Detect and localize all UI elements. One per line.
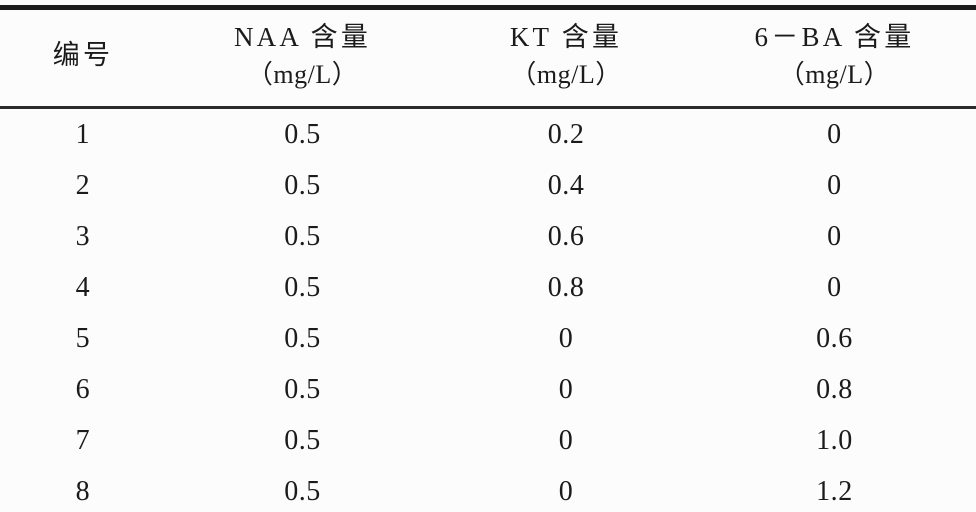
- table-row: 8 0.5 0 1.2: [0, 466, 976, 512]
- table-cell: 0: [827, 118, 842, 150]
- column-label: KT 含量: [509, 22, 623, 53]
- table-cell: 0: [558, 424, 574, 456]
- table-row: 7 0.5 0 1.0: [0, 415, 976, 466]
- table-cell: 4: [75, 271, 91, 303]
- table-header-row: 编号 NAA 含量 （mg/L） KT 含量 （mg/L） 6－BA 含量 （mg/L）: [0, 8, 976, 108]
- table-cell: 0.5: [284, 373, 321, 405]
- table-cell: 3: [75, 220, 91, 252]
- table-cell: 7: [75, 424, 91, 456]
- table-cell: 0.5: [284, 220, 321, 252]
- table-row: 4 0.5 0.8 0: [0, 262, 976, 313]
- table-cell: 0: [827, 271, 842, 303]
- table-cell: 0.6: [816, 322, 853, 354]
- table-cell: 2: [75, 169, 91, 201]
- table-cell: 5: [75, 322, 91, 354]
- table-cell: 1.2: [816, 475, 853, 507]
- table-cell: 0.6: [547, 220, 585, 252]
- table-cell: 0.8: [547, 271, 585, 303]
- table-header: 编号 NAA 含量 （mg/L） KT 含量 （mg/L） 6－BA 含量 （mg/L）: [0, 8, 976, 108]
- table-cell: 0: [558, 373, 574, 405]
- table-row: 5 0.5 0 0.6: [0, 313, 976, 364]
- table-row: 3 0.5 0.6 0: [0, 211, 976, 262]
- table-cell: 0.2: [547, 118, 585, 150]
- table-row: 1 0.5 0.2 0: [0, 108, 976, 161]
- table-cell: 1: [75, 118, 91, 150]
- column-header-1: 编号: [0, 8, 166, 108]
- table-cell: 0.5: [284, 271, 321, 303]
- table-cell: 0: [827, 220, 842, 252]
- table-row: 6 0.5 0 0.8: [0, 364, 976, 415]
- table-cell: 0.8: [816, 373, 853, 405]
- table-cell: 0.5: [284, 424, 321, 456]
- column-unit: （mg/L）: [778, 59, 891, 89]
- table-cell: 0.5: [284, 475, 321, 507]
- table-cell: 8: [75, 475, 91, 507]
- column-header-4: 6－BA 含量 （mg/L）: [693, 8, 976, 108]
- table-cell: 0.4: [547, 169, 585, 201]
- table-cell: 6: [75, 373, 91, 405]
- table-cell: 0: [558, 475, 574, 507]
- table-cell: 0.5: [284, 322, 321, 354]
- column-unit: （mg/L）: [510, 59, 622, 89]
- table-body: 1 0.5 0.2 0 2 0.5 0.4 0 3 0.5 0.6 0 4 0.5 0.8 0 5 0.5 0 0.6…: [0, 108, 976, 512]
- table-cell: 0: [827, 169, 842, 201]
- column-label: NAA 含量: [233, 22, 372, 53]
- column-label: 6－BA 含量: [754, 22, 915, 53]
- column-header-3: KT 含量 （mg/L）: [439, 8, 693, 108]
- table-cell: 0: [558, 322, 574, 354]
- column-header-2: NAA 含量 （mg/L）: [166, 8, 439, 108]
- table-cell: 1.0: [816, 424, 853, 456]
- table-cell: 0.5: [284, 118, 321, 150]
- column-unit: （mg/L）: [246, 59, 359, 89]
- table-cell: 0.5: [284, 169, 321, 201]
- table-row: 2 0.5 0.4 0: [0, 160, 976, 211]
- column-label: 编号: [52, 40, 114, 71]
- treatment-concentration-table: 编号 NAA 含量 （mg/L） KT 含量 （mg/L） 6－BA 含量 （mg/L） 1…: [0, 5, 976, 512]
